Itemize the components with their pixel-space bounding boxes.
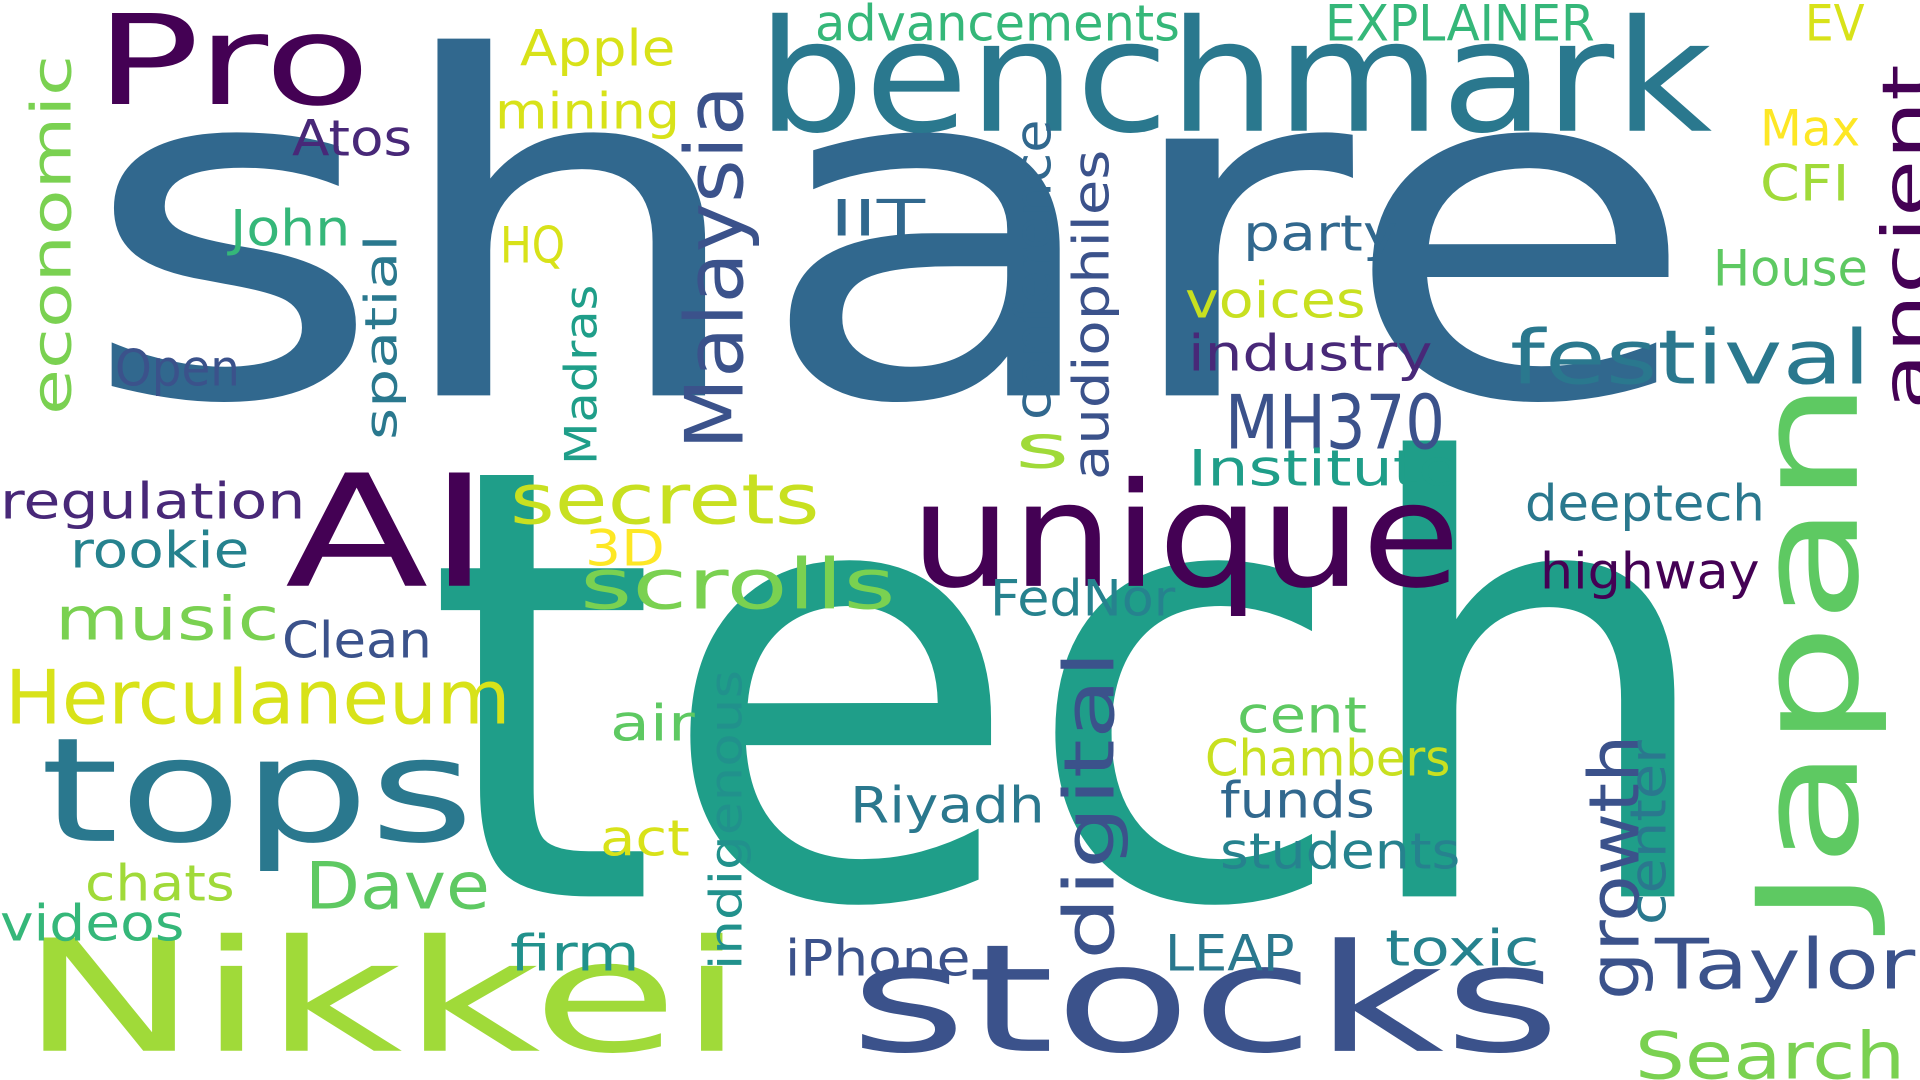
- word-atos: Atos: [292, 110, 413, 169]
- word-conference: conference: [1005, 119, 1064, 420]
- word-ancient: ancient: [1868, 64, 1920, 410]
- word-highway: highway: [1540, 543, 1760, 602]
- word-share: share: [80, 0, 1700, 507]
- word-regulation: regulation: [0, 473, 306, 532]
- word-toxic: toxic: [1385, 920, 1540, 979]
- word-dave: Dave: [305, 848, 490, 925]
- word-pro: Pro: [95, 0, 371, 135]
- word-digital: digital: [1048, 650, 1131, 960]
- word-john: John: [230, 200, 351, 259]
- word-max: Max: [1760, 100, 1861, 159]
- word-iphone: iPhone: [785, 930, 971, 989]
- word-advancements: advancements: [815, 0, 1180, 54]
- word-deeptech: deeptech: [1525, 475, 1765, 534]
- word-mh370: MH370: [1225, 378, 1446, 467]
- word-riyadh: Riyadh: [850, 777, 1045, 836]
- word-japan: Japan: [1728, 380, 1891, 925]
- word-indigenous: indigenous: [700, 669, 754, 970]
- word-search: Search: [1635, 1018, 1906, 1080]
- word-3d: 3D: [585, 520, 665, 579]
- word-mining: mining: [495, 83, 681, 142]
- word-madras: Madras: [555, 284, 609, 465]
- word-festival: festival: [1510, 313, 1871, 402]
- word-rookie: rookie: [70, 522, 250, 581]
- word-apple: Apple: [520, 20, 676, 79]
- word-students: students: [1220, 823, 1461, 882]
- word-spatial: spatial: [355, 234, 409, 440]
- word-secrets: secrets: [510, 458, 820, 541]
- word-audiophiles: audiophiles: [1063, 149, 1122, 480]
- word-funds: funds: [1220, 772, 1375, 831]
- word-ai: AI: [285, 441, 491, 623]
- word-industry: industry: [1188, 325, 1433, 384]
- word-ev: EV: [1805, 0, 1865, 54]
- word-cfi: CFI: [1760, 155, 1850, 214]
- word-open: Open: [115, 340, 240, 399]
- word-act: act: [600, 810, 690, 869]
- word-explainer: EXPLAINER: [1325, 0, 1595, 54]
- word-herculaneum: Herculaneum: [5, 653, 511, 742]
- word-voices: voices: [1185, 272, 1366, 331]
- word-unique: unique: [910, 452, 1461, 621]
- word-firm: firm: [510, 925, 640, 984]
- word-iit: IIT: [830, 190, 926, 249]
- word-clean: Clean: [282, 612, 432, 671]
- word-economic: economic: [20, 54, 85, 415]
- word-house: House: [1713, 240, 1868, 299]
- word-tops: tops: [40, 707, 475, 876]
- word-videos: videos: [0, 895, 185, 954]
- word-nikkei: Nikkei: [20, 906, 745, 1080]
- word-benchmark: benchmark: [757, 0, 1713, 168]
- word-party: party: [1243, 205, 1398, 264]
- word-leap: LEAP: [1165, 925, 1295, 984]
- word-malaysia: Malaysia: [667, 84, 762, 451]
- word-music: music: [55, 584, 280, 655]
- word-air: air: [610, 695, 695, 754]
- word-chambers: Chambers: [1205, 730, 1451, 789]
- word-cent: cent: [1237, 687, 1368, 746]
- word-stocks: stocks: [850, 912, 1561, 1080]
- word-s: s: [1015, 412, 1070, 483]
- word-taylor: Taylor: [1655, 923, 1916, 1006]
- word-chats: chats: [85, 855, 235, 914]
- word-institute: Institute: [1188, 440, 1459, 499]
- word-hq: HQ: [500, 217, 566, 276]
- word-scrolls: scrolls: [580, 543, 896, 626]
- word-center: center: [1620, 740, 1679, 925]
- word-fednor: FedNor: [990, 570, 1176, 629]
- word-tech: tech: [425, 340, 1725, 1039]
